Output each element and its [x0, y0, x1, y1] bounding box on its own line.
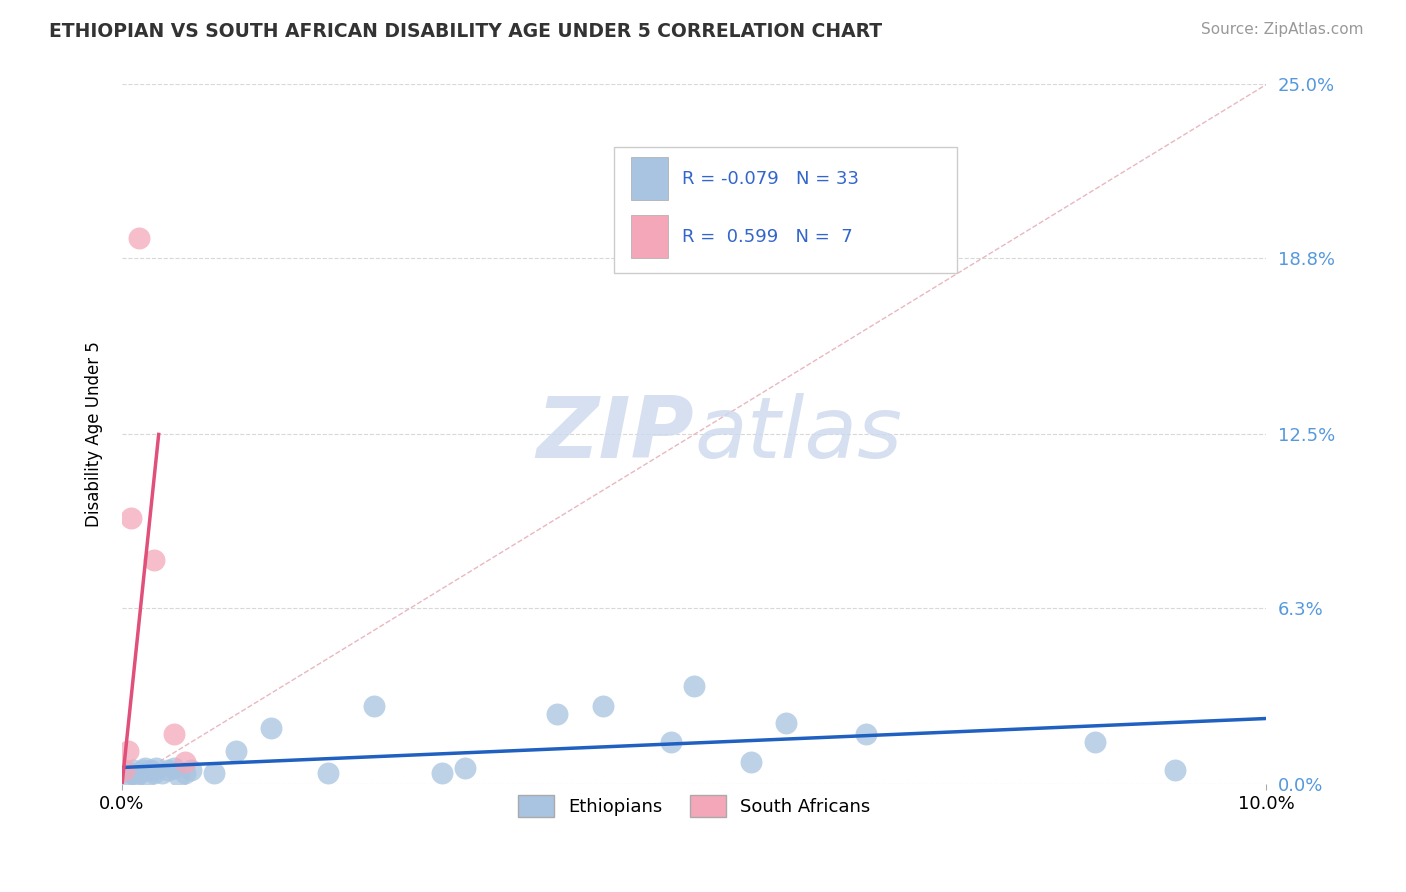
Point — [156, 764, 179, 778]
Point — [117, 744, 139, 758]
Point — [260, 722, 283, 736]
Text: atlas: atlas — [695, 393, 903, 476]
Point — [174, 766, 197, 780]
Point — [1164, 764, 1187, 778]
Point — [316, 766, 339, 780]
Point — [683, 680, 706, 694]
Text: R = -0.079   N = 33: R = -0.079 N = 33 — [682, 169, 859, 187]
Point — [202, 766, 225, 780]
Point — [740, 755, 762, 769]
Point — [117, 769, 139, 783]
Point — [122, 764, 145, 778]
Text: R =  0.599   N =  7: R = 0.599 N = 7 — [682, 227, 852, 245]
Point — [162, 761, 184, 775]
Point — [546, 707, 568, 722]
Point — [432, 766, 454, 780]
Y-axis label: Disability Age Under 5: Disability Age Under 5 — [86, 342, 103, 527]
Point — [659, 735, 682, 749]
Legend: Ethiopians, South Africans: Ethiopians, South Africans — [510, 788, 877, 824]
Text: Source: ZipAtlas.com: Source: ZipAtlas.com — [1201, 22, 1364, 37]
Point — [225, 744, 247, 758]
Text: ETHIOPIAN VS SOUTH AFRICAN DISABILITY AGE UNDER 5 CORRELATION CHART: ETHIOPIAN VS SOUTH AFRICAN DISABILITY AG… — [49, 22, 883, 41]
Point — [143, 766, 166, 780]
FancyBboxPatch shape — [614, 147, 957, 274]
Point — [592, 699, 614, 714]
Point — [136, 769, 159, 783]
Point — [162, 727, 184, 741]
Point — [134, 761, 156, 775]
Point — [143, 553, 166, 567]
Point — [150, 766, 173, 780]
Point — [174, 755, 197, 769]
Point — [775, 715, 797, 730]
FancyBboxPatch shape — [631, 157, 668, 201]
Point — [145, 761, 167, 775]
Point — [454, 761, 477, 775]
Point — [131, 764, 153, 778]
Point — [128, 231, 150, 245]
Point — [169, 769, 191, 783]
Point — [363, 699, 385, 714]
Point — [1084, 735, 1107, 749]
Point — [120, 511, 142, 525]
Point — [125, 769, 148, 783]
Point — [128, 766, 150, 780]
Point — [112, 764, 135, 778]
Point — [139, 764, 162, 778]
Point — [120, 766, 142, 780]
Point — [855, 727, 877, 741]
Point — [180, 764, 202, 778]
FancyBboxPatch shape — [631, 215, 668, 259]
Text: ZIP: ZIP — [537, 393, 695, 476]
